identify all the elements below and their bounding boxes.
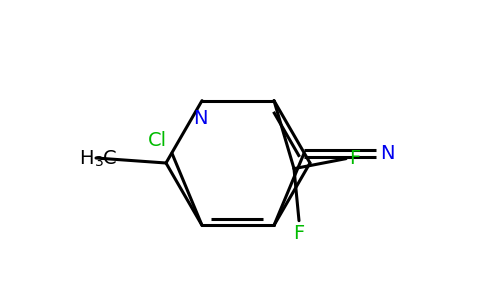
Text: F: F xyxy=(349,149,360,168)
Text: 3: 3 xyxy=(95,155,104,169)
Text: H: H xyxy=(79,148,94,167)
Text: F: F xyxy=(293,224,304,243)
Text: Cl: Cl xyxy=(148,131,167,150)
Text: N: N xyxy=(193,109,207,128)
Text: C: C xyxy=(103,148,117,167)
Text: N: N xyxy=(380,144,394,163)
